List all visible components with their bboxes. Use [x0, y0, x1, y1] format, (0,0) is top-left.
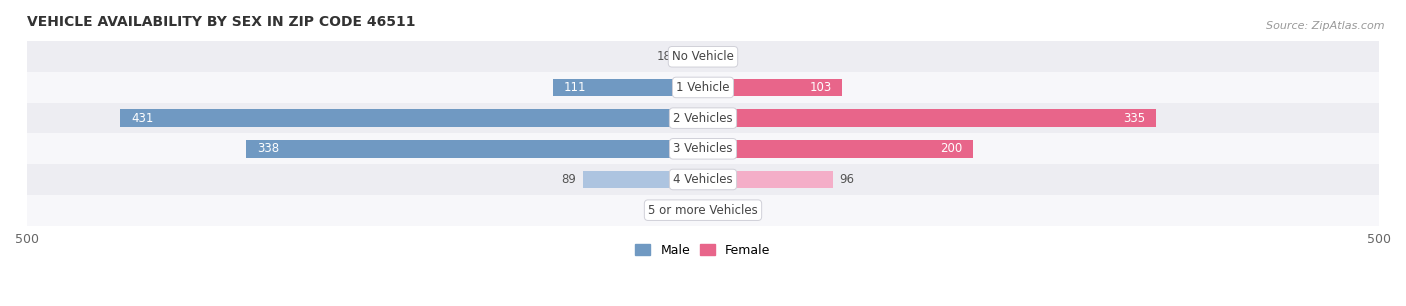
Bar: [27, 72, 1379, 103]
Text: 1 Vehicle: 1 Vehicle: [676, 81, 730, 94]
Bar: [703, 109, 1156, 127]
Text: No Vehicle: No Vehicle: [672, 50, 734, 63]
Text: 18: 18: [657, 50, 672, 63]
Text: 431: 431: [131, 112, 153, 125]
Text: 111: 111: [564, 81, 586, 94]
Text: VEHICLE AVAILABILITY BY SEX IN ZIP CODE 46511: VEHICLE AVAILABILITY BY SEX IN ZIP CODE …: [27, 15, 416, 29]
Text: 2 Vehicles: 2 Vehicles: [673, 112, 733, 125]
Text: 335: 335: [1123, 112, 1144, 125]
Bar: [679, 48, 703, 66]
Text: 200: 200: [941, 142, 963, 155]
Text: 4 Vehicles: 4 Vehicles: [673, 173, 733, 186]
Bar: [703, 140, 973, 158]
Bar: [703, 201, 724, 219]
Bar: [27, 195, 1379, 226]
Bar: [553, 79, 703, 96]
Text: 96: 96: [839, 173, 855, 186]
Legend: Male, Female: Male, Female: [630, 239, 776, 262]
Text: 338: 338: [257, 142, 278, 155]
Bar: [703, 79, 842, 96]
Text: Source: ZipAtlas.com: Source: ZipAtlas.com: [1267, 21, 1385, 32]
Text: 3 Vehicles: 3 Vehicles: [673, 142, 733, 155]
Bar: [582, 171, 703, 188]
Bar: [27, 41, 1379, 72]
Bar: [27, 133, 1379, 164]
Bar: [27, 103, 1379, 133]
Text: 16: 16: [731, 204, 747, 217]
Bar: [27, 164, 1379, 195]
Bar: [703, 171, 832, 188]
Bar: [121, 109, 703, 127]
Text: 89: 89: [561, 173, 576, 186]
Text: 5 or more Vehicles: 5 or more Vehicles: [648, 204, 758, 217]
Text: 0: 0: [710, 50, 717, 63]
Bar: [246, 140, 703, 158]
Bar: [678, 201, 703, 219]
Text: 19: 19: [655, 204, 671, 217]
Text: 103: 103: [810, 81, 831, 94]
